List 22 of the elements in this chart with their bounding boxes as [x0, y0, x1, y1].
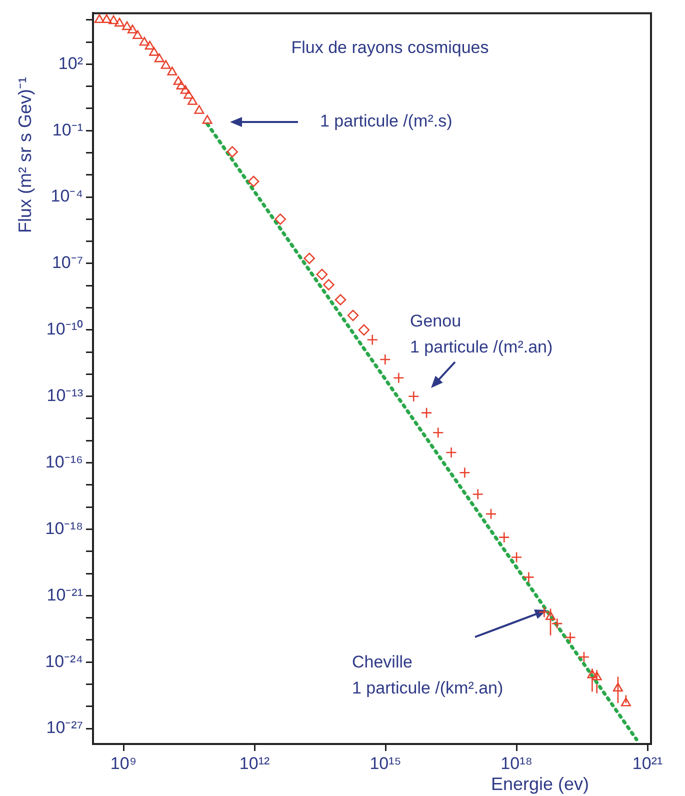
y-tick-label: 10²	[58, 54, 84, 73]
y-tick-label: 10⁻²¹	[46, 585, 84, 604]
x-tick-label: 10¹⁵	[370, 754, 402, 773]
text: Flux de rayons cosmiques	[291, 38, 489, 57]
y-tick-label: 10⁻¹⁶	[45, 452, 83, 472]
x-axis-title: Energie (ev)	[490, 774, 590, 794]
y-tick-label: 10⁻¹⁸	[45, 518, 83, 538]
x-tick-label: 10¹⁸	[500, 754, 532, 773]
annotation: 1 particule /(m².s)	[320, 112, 452, 131]
y-tick-label: 10⁻²⁷	[46, 718, 83, 738]
y-tick-label: 10⁻¹⁰	[46, 320, 83, 339]
x-tick-label: 10⁹	[110, 754, 137, 773]
y-tick-label: 10⁻⁴	[50, 186, 83, 206]
annotation: Genou 1 particule /(m².an)	[410, 312, 553, 357]
y-tick-label: 10⁻¹³	[46, 386, 84, 406]
y-axis-title: Flux (m² sr s Gev)⁻¹	[15, 77, 35, 233]
y-tick-label: 10⁻²⁴	[45, 652, 83, 671]
x-tick-label: 10¹²	[239, 754, 270, 773]
x-tick-label: 10²¹	[632, 754, 663, 773]
y-tick-label: 10⁻¹	[52, 120, 84, 140]
y-tick-label: 10⁻⁷	[52, 253, 83, 272]
annotation: Cheville 1 particule /(km².an)	[352, 652, 504, 698]
